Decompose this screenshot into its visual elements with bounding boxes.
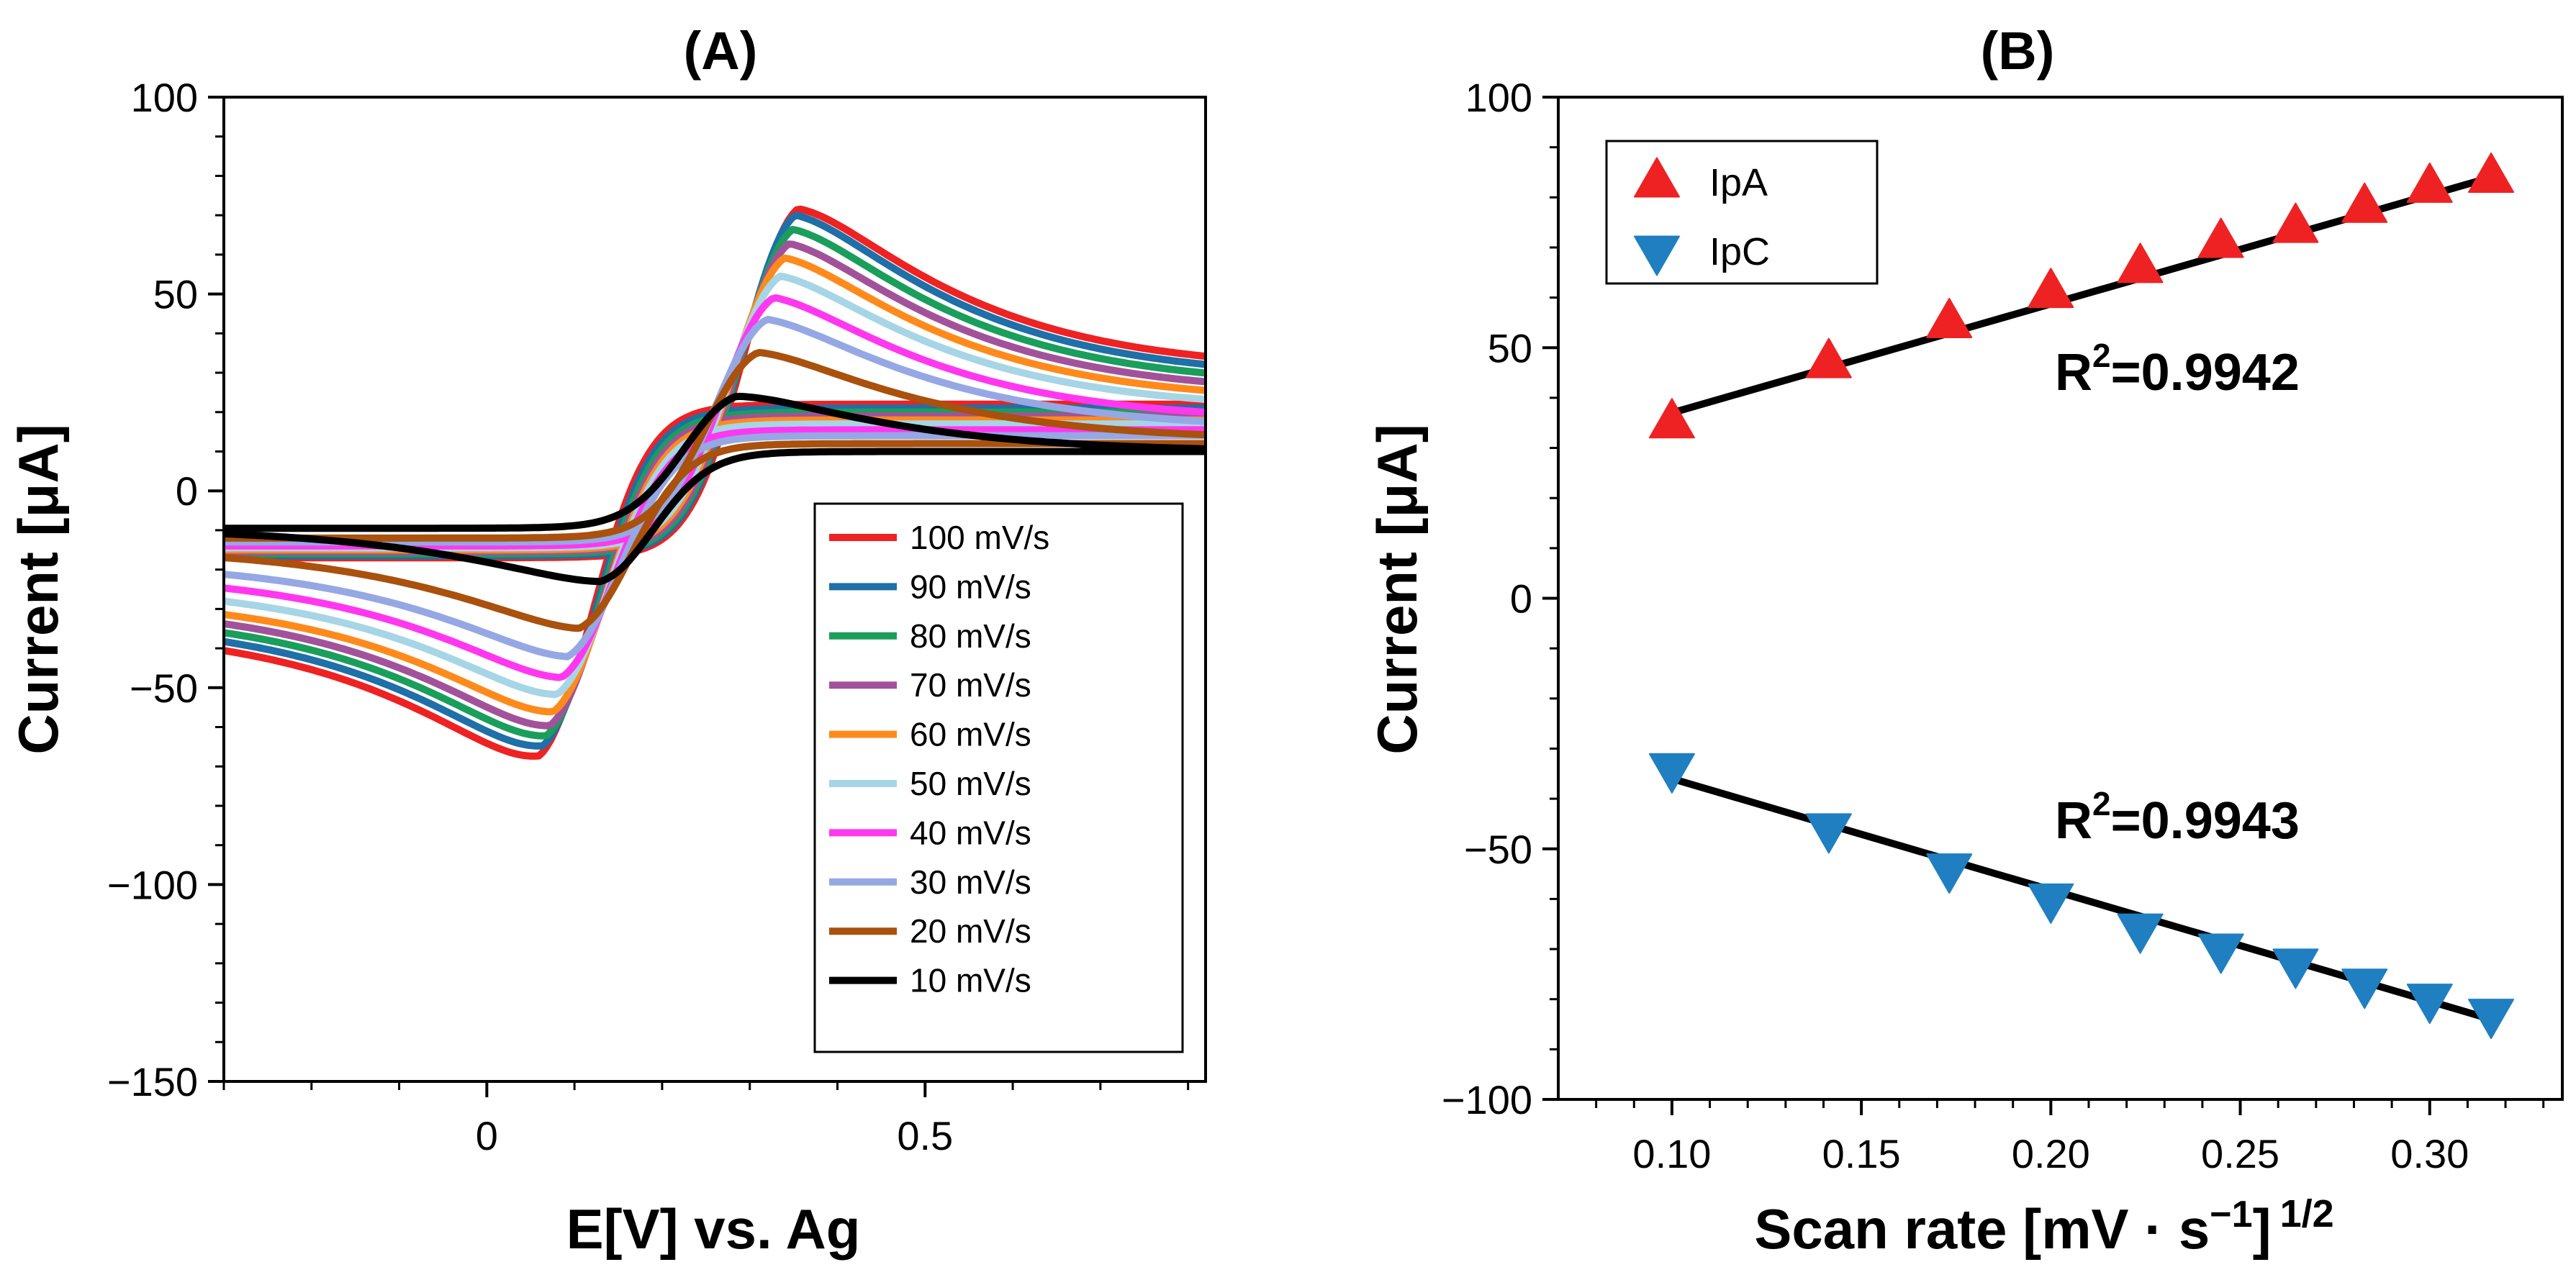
ipa-point [2468, 152, 2515, 193]
ipc-point [2406, 984, 2453, 1025]
ipc-point [2341, 968, 2388, 1009]
legend-label-40-mvs: 40 mV/s [910, 814, 1031, 851]
panel-a-legend-frame [813, 502, 1184, 1053]
ipc-point [1926, 853, 1973, 894]
panel-a-x-axis-label: E[V] vs. Ag [566, 1197, 861, 1261]
ipc-point [2272, 948, 2319, 989]
ipa-point [2272, 202, 2319, 243]
ipc-r2-annotation: R2=0.9943 [2055, 785, 2300, 850]
panel-a-y-axis-label: Current [μA] [6, 424, 70, 754]
panel-b-x-tick-label: 0.10 [1632, 1131, 1711, 1176]
ipa-point [2028, 268, 2074, 309]
legend-label-70-mvs: 70 mV/s [910, 666, 1031, 704]
legend-marker-ipa [1634, 157, 1680, 198]
ipa-point [2117, 242, 2164, 283]
cv-anodic-trace-10-mvs [224, 392, 1206, 532]
panel-b-y-tick-label: 100 [1465, 75, 1532, 120]
panel-b-y-tick-label: −100 [1442, 1077, 1532, 1122]
panel-b: (B) −100 −50 0 50 100 0.10 0.15 0.20 0.25 0.30 R2… [1365, 21, 2564, 1261]
cv-cathodic-trace-30-mvs [224, 432, 1206, 661]
panel-a-y-tick-label: 100 [131, 75, 198, 120]
panel-b-y-tick-label: 50 [1488, 325, 1532, 371]
panel-b-points [1648, 152, 2515, 1040]
panel-b-y-axis-label: Current [μA] [1365, 424, 1429, 754]
legend-label-50-mvs: 50 mV/s [910, 765, 1031, 802]
ipc-point [2197, 933, 2244, 974]
ipc-point [2028, 883, 2074, 924]
panel-b-legend: IpA IpC [1605, 140, 1879, 285]
panel-a-y-tick-label: 50 [153, 272, 198, 317]
panel-a-y-tick-label: 0 [176, 468, 198, 514]
panel-a-y-tick-label: −150 [107, 1059, 198, 1104]
ipc-point [1648, 753, 1695, 794]
ipa-point [2341, 182, 2388, 223]
cv-cathodic-trace-10-mvs [224, 448, 1206, 586]
ipa-point [2197, 217, 2244, 258]
panel-a-plot-frame [222, 96, 1207, 1083]
panel-a-ticks: −150 −100 −50 0 50 100 0 0.5 [107, 75, 1190, 1158]
ipa-point [1926, 297, 1973, 338]
legend-label-60-mvs: 60 mV/s [910, 716, 1031, 753]
ipc-point [1805, 813, 1852, 854]
panel-a-y-tick-label: −50 [130, 666, 198, 711]
panel-b-title: (B) [1981, 21, 2055, 81]
panel-a-x-tick-label: 0.5 [897, 1113, 953, 1158]
panel-a-y-tick-label: −100 [107, 862, 198, 907]
panel-b-ticks: −100 −50 0 50 100 0.10 0.15 0.20 0.25 0.30 [1442, 75, 2545, 1176]
ipc-point [2117, 913, 2164, 954]
legend-label-ipc: IpC [1709, 230, 1770, 273]
panel-b-x-tick-label: 0.15 [1822, 1131, 1901, 1176]
legend-label-20-mvs: 20 mV/s [910, 912, 1031, 950]
panel-b-x-axis-label: Scan rate [mV · s−1] 1/2 [1754, 1192, 2333, 1261]
legend-label-10-mvs: 10 mV/s [910, 962, 1031, 999]
legend-label-100-mvs: 100 mV/s [910, 519, 1049, 556]
panel-b-x-tick-label: 0.25 [2201, 1131, 2279, 1176]
ipa-r2-annotation: R2=0.9942 [2055, 337, 2300, 401]
panel-b-x-tick-label: 0.20 [2012, 1131, 2090, 1176]
ipc-point [2468, 999, 2515, 1040]
panel-b-x-tick-label: 0.30 [2390, 1131, 2469, 1176]
panel-b-y-tick-label: −50 [1464, 827, 1532, 872]
cv-cathodic-trace-40-mvs [224, 426, 1206, 681]
panel-a-curves [224, 205, 1206, 760]
legend-label-ipa: IpA [1709, 161, 1768, 204]
legend-label-90-mvs: 90 mV/s [910, 568, 1031, 605]
panel-a: (A) −150 −100 −50 0 50 100 0 0.5 E[V] vs. Ag Cu… [6, 21, 1207, 1261]
panel-a-x-tick-label: 0 [476, 1113, 498, 1158]
legend-label-80-mvs: 80 mV/s [910, 617, 1031, 655]
panel-a-legend: 100 mV/s 90 mV/s 80 mV/s 70 mV/s 60 mV/s 50 m… [813, 502, 1184, 1053]
legend-marker-ipc [1634, 235, 1680, 276]
panel-b-fit-lines [1668, 173, 2495, 1023]
panel-a-title: (A) [684, 21, 758, 81]
ipa-point [1648, 398, 1695, 439]
panel-b-y-tick-label: 0 [1510, 576, 1532, 622]
ipa-point [1805, 337, 1852, 378]
legend-label-30-mvs: 30 mV/s [910, 863, 1031, 901]
ipa-point [2406, 162, 2453, 203]
